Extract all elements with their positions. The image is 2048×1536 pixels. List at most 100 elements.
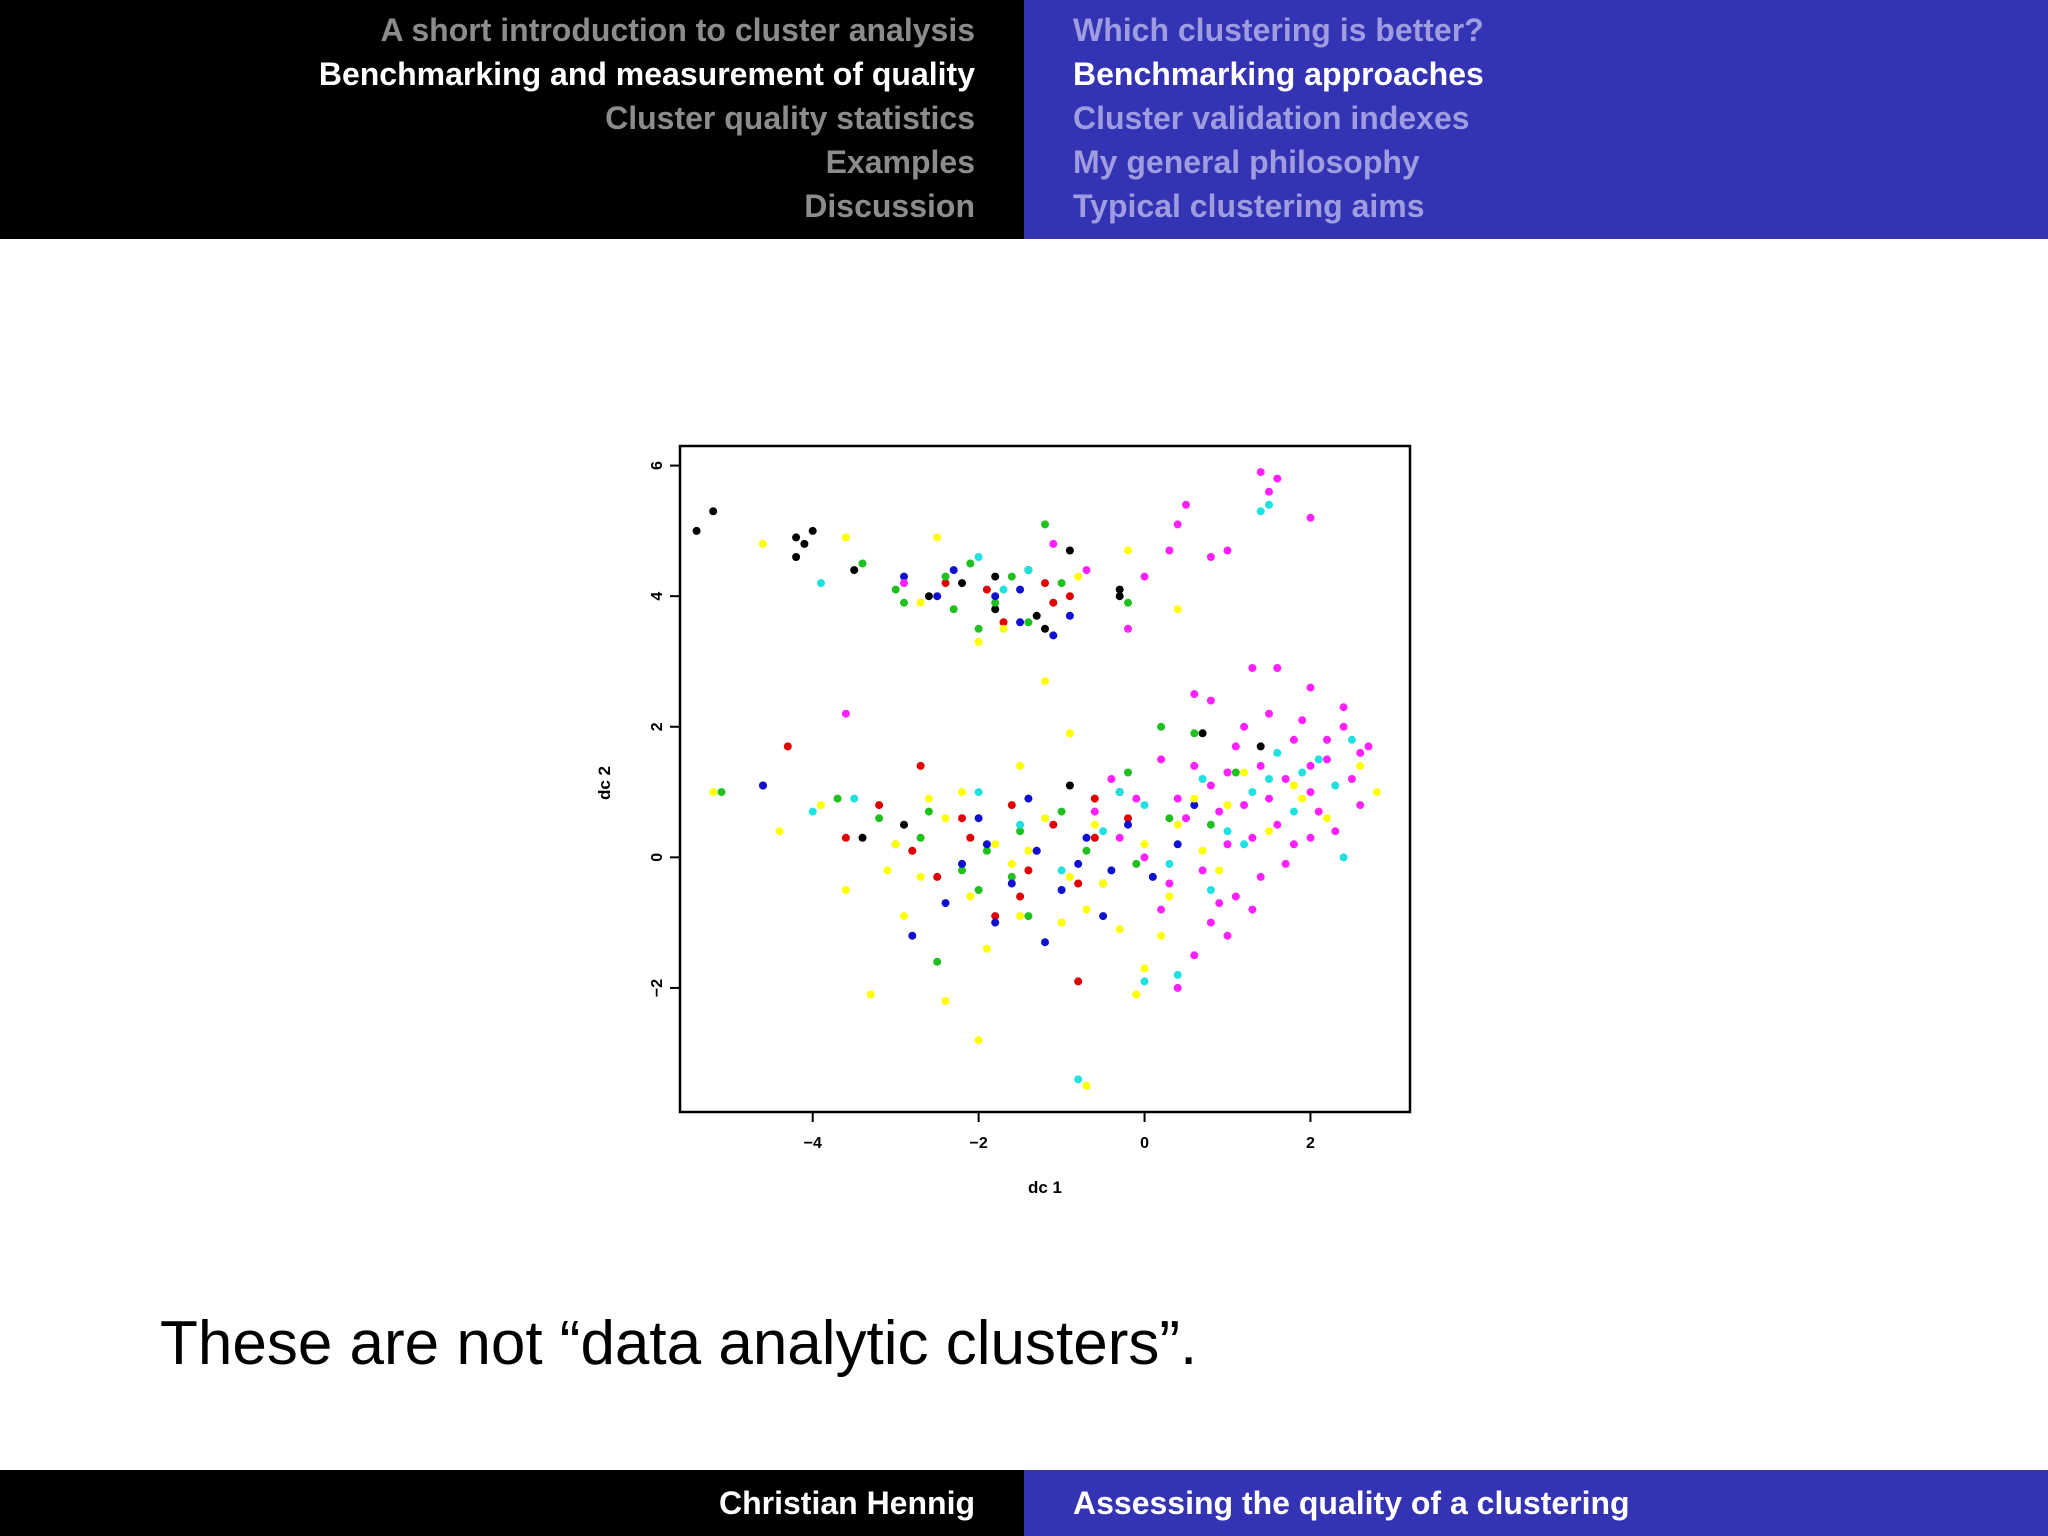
data-point bbox=[974, 637, 983, 646]
data-point bbox=[1090, 820, 1099, 829]
x-axis: −4 −2 0 2 bbox=[804, 1112, 1315, 1152]
data-point bbox=[1347, 775, 1356, 783]
data-point bbox=[1124, 768, 1132, 777]
data-point bbox=[1074, 859, 1083, 868]
data-point bbox=[1024, 794, 1033, 803]
data-point bbox=[1231, 892, 1240, 901]
data-point bbox=[1306, 761, 1315, 770]
data-point bbox=[1206, 696, 1215, 705]
y-tick-label: 6 bbox=[649, 461, 666, 470]
data-point bbox=[1065, 729, 1074, 738]
data-point bbox=[1190, 794, 1199, 803]
data-point bbox=[1041, 520, 1049, 529]
section-nav-item-statistics[interactable]: Cluster quality statistics bbox=[605, 100, 975, 136]
section-nav-item-discussion[interactable]: Discussion bbox=[804, 188, 975, 224]
data-point bbox=[709, 788, 718, 797]
data-point bbox=[1099, 879, 1108, 888]
data-point bbox=[1265, 827, 1273, 836]
subsection-nav-item-philosophy[interactable]: My general philosophy bbox=[1073, 144, 1420, 180]
data-point bbox=[891, 585, 900, 594]
data-point bbox=[1206, 553, 1215, 561]
data-point bbox=[1016, 761, 1025, 770]
section-nav-item-intro[interactable]: A short introduction to cluster analysis bbox=[380, 12, 975, 48]
data-point bbox=[1082, 1081, 1091, 1090]
plot-frame bbox=[678, 444, 1412, 1114]
data-point bbox=[1223, 768, 1232, 777]
data-point bbox=[900, 820, 908, 829]
data-point bbox=[958, 579, 966, 588]
data-point bbox=[958, 788, 966, 797]
subsection-nav-item-aims[interactable]: Typical clustering aims bbox=[1073, 188, 1425, 224]
header-sections-panel: A short introduction to cluster analysis… bbox=[0, 0, 1024, 239]
x-tick-label: 0 bbox=[1140, 1135, 1149, 1152]
data-point bbox=[1256, 468, 1265, 477]
data-point bbox=[1099, 827, 1108, 836]
data-point bbox=[1323, 735, 1331, 744]
data-point bbox=[1099, 912, 1108, 921]
data-point bbox=[1265, 500, 1273, 509]
subsection-nav-item-benchmarking-approaches[interactable]: Benchmarking approaches bbox=[1073, 56, 1484, 92]
data-point bbox=[1223, 801, 1232, 810]
data-point bbox=[924, 592, 933, 601]
data-point bbox=[1065, 781, 1074, 790]
data-point bbox=[1198, 846, 1207, 855]
data-point bbox=[1148, 872, 1157, 881]
data-point bbox=[1248, 833, 1257, 842]
data-point bbox=[991, 572, 1000, 581]
data-point bbox=[1065, 592, 1074, 601]
data-point bbox=[916, 833, 925, 842]
data-point bbox=[966, 559, 975, 568]
data-point bbox=[1065, 611, 1074, 620]
data-point bbox=[1281, 775, 1290, 783]
data-point bbox=[1206, 886, 1215, 894]
data-point bbox=[1041, 814, 1049, 823]
data-point bbox=[1057, 866, 1066, 875]
subsection-nav-item-validation-indexes[interactable]: Cluster validation indexes bbox=[1073, 100, 1470, 136]
data-point bbox=[1231, 742, 1240, 751]
data-point bbox=[1256, 507, 1265, 516]
data-point bbox=[1190, 690, 1199, 699]
data-point bbox=[1057, 918, 1066, 927]
data-point bbox=[1339, 853, 1348, 862]
data-point bbox=[1157, 905, 1166, 914]
data-point bbox=[1240, 801, 1249, 810]
data-point bbox=[1074, 572, 1083, 581]
data-point bbox=[1024, 846, 1033, 855]
data-point bbox=[991, 912, 1000, 921]
data-point bbox=[717, 788, 726, 797]
data-point bbox=[999, 618, 1008, 627]
data-point bbox=[1115, 585, 1124, 594]
data-point bbox=[692, 526, 701, 535]
footer-title-panel: Assessing the quality of a clustering bbox=[1024, 1470, 2048, 1536]
data-point bbox=[1273, 664, 1282, 672]
data-point bbox=[1115, 925, 1124, 934]
data-point bbox=[900, 579, 908, 588]
data-point bbox=[1173, 820, 1182, 829]
data-point bbox=[1331, 827, 1340, 836]
data-point bbox=[1173, 970, 1182, 979]
data-point bbox=[1082, 846, 1091, 855]
data-point bbox=[891, 840, 900, 849]
data-point bbox=[1132, 859, 1141, 868]
data-point bbox=[817, 801, 825, 810]
data-point bbox=[1173, 520, 1182, 529]
data-point bbox=[1215, 899, 1224, 908]
y-tick-label: 4 bbox=[649, 592, 666, 601]
data-point bbox=[982, 846, 991, 855]
section-nav-item-examples[interactable]: Examples bbox=[825, 144, 975, 180]
data-point bbox=[841, 886, 850, 894]
scatter-chart: −4 −2 0 2 −2 0 2 4 6 dc 1 dc 2 bbox=[595, 444, 1412, 1197]
data-point bbox=[1082, 905, 1091, 914]
data-point bbox=[991, 605, 1000, 614]
footer-author: Christian Hennig bbox=[718, 1485, 975, 1521]
section-nav-item-benchmarking[interactable]: Benchmarking and measurement of quality bbox=[318, 56, 975, 92]
subsection-nav-item-which-better[interactable]: Which clustering is better? bbox=[1073, 12, 1484, 48]
data-point bbox=[883, 866, 892, 875]
x-tick-label: −2 bbox=[970, 1135, 988, 1152]
data-point bbox=[1231, 768, 1240, 777]
data-point bbox=[1107, 866, 1116, 875]
data-point bbox=[1347, 735, 1356, 744]
data-point bbox=[974, 814, 983, 823]
data-point bbox=[1032, 846, 1041, 855]
data-point bbox=[1090, 807, 1099, 816]
